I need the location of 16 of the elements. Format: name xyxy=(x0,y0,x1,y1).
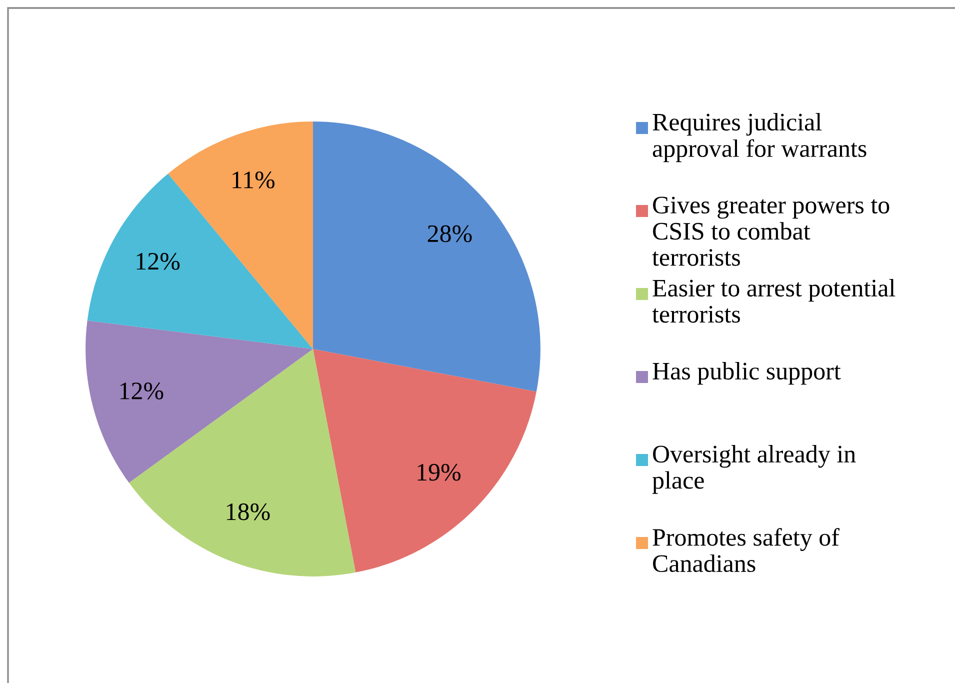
data-label: 19% xyxy=(418,464,461,481)
pie-slice xyxy=(313,349,536,572)
legend-label: Promotes safety of Canadians xyxy=(652,528,840,572)
legend-label: Easier to arrest potential terrorists xyxy=(652,279,896,323)
legend-label: Oversight already in place xyxy=(652,445,856,494)
data-label: 18% xyxy=(226,503,270,520)
data-label: 12% xyxy=(136,252,180,270)
pie-slice xyxy=(313,122,540,392)
pie-slice xyxy=(87,174,313,349)
pie-slice xyxy=(86,320,313,483)
legend-label: Requires judicial approval for warrants xyxy=(652,113,866,162)
data-label: 12% xyxy=(120,382,164,400)
data-label: 11% xyxy=(232,171,274,188)
legend-label: Gives greater powers to CSIS to combat terrorists xyxy=(652,196,890,266)
legend-label: Has public support xyxy=(652,362,841,385)
data-label: 28% xyxy=(428,225,472,242)
